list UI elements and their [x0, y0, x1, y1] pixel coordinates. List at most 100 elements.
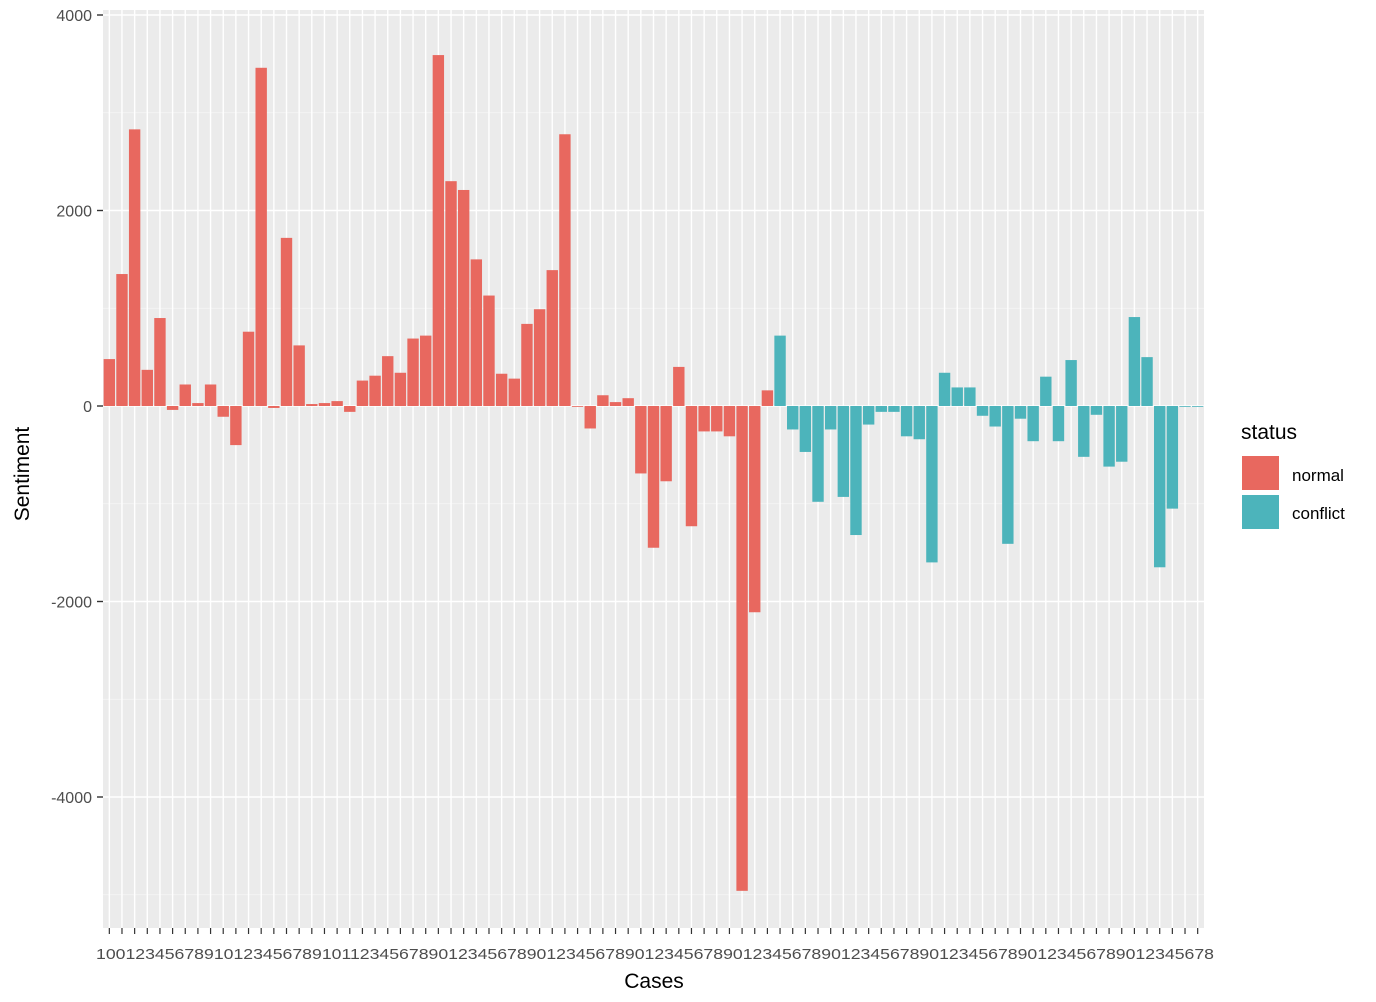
- bar-13: [255, 67, 267, 406]
- y-tick-label: -4000: [51, 790, 92, 807]
- bar-63: [888, 406, 900, 412]
- bar-81: [1116, 406, 1128, 462]
- y-tick-label: 2000: [56, 204, 92, 221]
- bar-79: [1090, 406, 1103, 415]
- bar-2: [116, 274, 128, 406]
- y-axis-title: Sentiment: [11, 427, 34, 522]
- bars: [103, 55, 1204, 891]
- bar-33: [508, 378, 520, 406]
- bar-71: [989, 406, 1001, 427]
- bar-61: [862, 406, 875, 425]
- bar-17: [306, 404, 318, 406]
- bar-36: [546, 270, 558, 406]
- bar-22: [369, 375, 381, 406]
- bar-19: [331, 401, 343, 406]
- bar-38: [571, 406, 584, 407]
- legend-title: status: [1241, 421, 1297, 444]
- bar-14: [268, 406, 280, 408]
- bar-51: [736, 406, 748, 891]
- bar-54: [774, 335, 786, 406]
- bar-40: [597, 395, 609, 406]
- bar-66: [926, 406, 938, 563]
- bar-77: [1065, 360, 1077, 406]
- bar-83: [1141, 357, 1153, 406]
- bar-70: [976, 406, 989, 416]
- legend-key-conflict: [1242, 495, 1279, 529]
- bar-25: [407, 338, 419, 406]
- bar-42: [622, 398, 634, 406]
- bar-43: [635, 406, 647, 474]
- bar-59: [837, 406, 850, 497]
- bar-75: [1040, 376, 1052, 406]
- bar-87: [1191, 406, 1204, 407]
- bar-20: [344, 406, 356, 412]
- bar-68: [951, 387, 963, 406]
- bar-10: [217, 406, 229, 417]
- bar-82: [1128, 317, 1141, 406]
- bar-64: [900, 406, 913, 437]
- bar-21: [356, 380, 369, 406]
- bar-39: [584, 406, 596, 429]
- bar-52: [749, 406, 761, 613]
- bar-4: [141, 369, 153, 406]
- bar-80: [1103, 406, 1115, 467]
- bar-7: [179, 384, 191, 406]
- bar-28: [445, 181, 457, 406]
- x-axis-title: Cases: [624, 970, 684, 993]
- bar-45: [660, 406, 672, 482]
- bar-53: [761, 390, 774, 406]
- y-axis-ticks: -4000 -2000 0 2000 4000: [51, 8, 103, 807]
- bar-1: [103, 359, 116, 406]
- bar-31: [483, 295, 495, 406]
- bar-73: [1014, 406, 1027, 419]
- bar-41: [609, 402, 622, 406]
- bar-29: [457, 189, 470, 406]
- bar-30: [470, 259, 483, 406]
- major-gridlines: [103, 10, 1204, 928]
- legend-key-normal: [1242, 456, 1279, 490]
- bar-74: [1027, 406, 1039, 442]
- bar-6: [166, 406, 179, 410]
- bar-32: [495, 373, 508, 406]
- bar-35: [533, 309, 546, 406]
- bar-84: [1154, 406, 1166, 568]
- bar-76: [1052, 406, 1065, 442]
- x-tick-labels: 1001234567891012345678910112345678901234…: [96, 946, 1214, 963]
- y-tick-label: -2000: [51, 595, 92, 612]
- bar-12: [242, 331, 255, 406]
- legend: status normal conflict: [1241, 421, 1345, 529]
- bar-67: [938, 372, 951, 406]
- bar-37: [559, 134, 571, 406]
- bar-18: [318, 403, 331, 406]
- bar-23: [382, 356, 394, 406]
- bar-8: [192, 403, 204, 406]
- bar-85: [1166, 406, 1179, 509]
- y-tick-label: 4000: [56, 8, 92, 25]
- bar-3: [128, 129, 141, 406]
- bar-62: [875, 406, 887, 412]
- bar-65: [913, 406, 925, 440]
- bar-11: [230, 406, 242, 446]
- bar-56: [799, 406, 812, 452]
- bar-49: [711, 406, 723, 432]
- bar-26: [420, 335, 432, 406]
- bar-15: [280, 237, 293, 406]
- bar-48: [698, 406, 710, 432]
- bar-5: [154, 318, 166, 406]
- bar-60: [850, 406, 862, 536]
- bar-46: [673, 366, 685, 406]
- bar-57: [812, 406, 824, 502]
- bar-44: [647, 406, 660, 548]
- bar-55: [787, 406, 799, 430]
- bar-34: [521, 323, 533, 406]
- bar-24: [394, 372, 407, 406]
- y-tick-label: 0: [83, 399, 92, 416]
- x-axis-ticks: [108, 928, 1199, 934]
- bar-86: [1179, 406, 1191, 407]
- bar-78: [1078, 406, 1090, 457]
- legend-label-conflict: conflict: [1292, 504, 1345, 523]
- bar-72: [1002, 406, 1014, 544]
- bar-27: [432, 55, 445, 406]
- legend-label-normal: normal: [1292, 466, 1344, 485]
